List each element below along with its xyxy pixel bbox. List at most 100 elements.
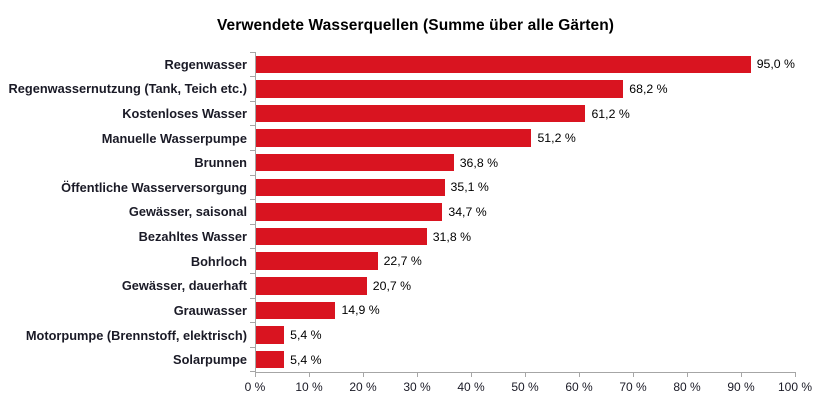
y-axis-tick xyxy=(250,371,255,373)
category-label: Manuelle Wasserpumpe xyxy=(101,130,247,146)
category-label: Gewässer, dauerhaft xyxy=(121,278,247,294)
value-label: 61,2 % xyxy=(591,106,630,121)
bar xyxy=(255,227,427,246)
y-axis-tick xyxy=(250,346,255,348)
bar xyxy=(255,350,285,369)
category-label: Solarpumpe xyxy=(173,352,247,368)
value-label: 5,4 % xyxy=(290,328,322,342)
bar-track: 95,0 % xyxy=(255,55,795,74)
value-label: 51,2 % xyxy=(537,131,576,146)
bar-row: Gewässer, dauerhaft 20,7 % xyxy=(0,273,810,298)
x-axis-tick xyxy=(255,372,256,377)
bar-track: 51,2 % xyxy=(255,129,795,147)
category-label: Brunnen xyxy=(194,155,247,171)
bar-track: 36,8 % xyxy=(255,153,795,172)
bar xyxy=(255,277,367,295)
category-label: Gewässer, saisonal xyxy=(128,204,247,220)
x-axis-tick xyxy=(525,372,526,377)
bar-track: 35,1 % xyxy=(255,178,795,197)
y-axis-tick xyxy=(250,174,255,176)
y-axis-tick xyxy=(250,100,255,102)
y-axis-tick xyxy=(250,76,255,78)
bar-track: 68,2 % xyxy=(255,80,795,98)
y-axis-tick xyxy=(250,199,255,201)
category-label: Regenwasser xyxy=(164,56,247,72)
x-axis-tick xyxy=(363,372,364,377)
x-axis-tick-label: 50 % xyxy=(511,380,539,394)
y-axis-tick xyxy=(250,223,255,225)
x-axis-tick xyxy=(687,372,688,377)
category-label: Öffentliche Wasserversorgung xyxy=(61,179,247,195)
y-axis-tick xyxy=(250,273,255,275)
value-label: 22,7 % xyxy=(383,254,422,269)
x-axis-tick-label: 30 % xyxy=(403,380,431,394)
bar-row: Kostenloses Wasser 61,2 % xyxy=(0,101,810,126)
y-axis-tick xyxy=(250,322,255,324)
category-label: Kostenloses Wasser xyxy=(122,106,247,122)
y-axis-tick xyxy=(250,149,255,151)
bar xyxy=(255,178,445,197)
category-label: Grauwasser xyxy=(173,302,247,318)
x-axis-tick-label: 100 % xyxy=(777,380,813,394)
x-axis-tick xyxy=(795,372,796,377)
bar xyxy=(255,326,285,344)
bar-row: Manuelle Wasserpumpe 51,2 % xyxy=(0,126,810,151)
bar-row: Gewässer, saisonal 34,7 % xyxy=(0,200,810,225)
bar-row: Solarpumpe 5,4 % xyxy=(0,347,810,372)
bar-row: Bohrloch 22,7 % xyxy=(0,249,810,274)
category-label: Bezahltes Wasser xyxy=(138,229,247,245)
y-axis-tick xyxy=(250,51,255,53)
bar xyxy=(255,80,624,98)
bar-row: Regenwassernutzung (Tank, Teich etc.) 68,… xyxy=(0,77,810,102)
x-axis-tick-label: 20 % xyxy=(349,380,377,394)
x-axis-tick xyxy=(471,372,472,377)
value-label: 31,8 % xyxy=(432,229,472,244)
bar-track: 34,7 % xyxy=(255,203,795,221)
value-label: 68,2 % xyxy=(629,81,668,96)
y-axis-line xyxy=(255,52,256,372)
bar xyxy=(255,104,586,123)
bar-rows: Regenwasser 95,0 % Regenwassernutzung (Tan… xyxy=(0,52,810,372)
value-label: 95,0 % xyxy=(756,57,795,72)
value-label: 20,7 % xyxy=(372,278,412,293)
bar-row: Regenwasser 95,0 % xyxy=(0,52,810,77)
bar xyxy=(255,55,751,74)
x-axis-tick-label: 70 % xyxy=(619,380,647,394)
bar-row: Motorpumpe (Brennstoff, elektrisch) 5,4 % xyxy=(0,323,810,348)
x-axis-tick-label: 10 % xyxy=(295,380,323,394)
bar-row: Grauwasser 14,9 % xyxy=(0,298,810,323)
bar xyxy=(255,301,336,320)
x-axis-tick xyxy=(741,372,742,377)
x-axis-tick-label: 40 % xyxy=(457,380,485,394)
category-label: Regenwassernutzung (Tank, Teich etc.) xyxy=(8,81,247,97)
x-axis-tick-label: 60 % xyxy=(565,380,593,394)
x-axis-tick-label: 90 % xyxy=(727,380,755,394)
x-axis-tick xyxy=(309,372,310,377)
bar-row: Brunnen 36,8 % xyxy=(0,150,810,175)
category-label: Motorpumpe (Brennstoff, elektrisch) xyxy=(25,327,247,343)
bar xyxy=(255,129,532,147)
bar xyxy=(255,153,454,172)
category-label: Bohrloch xyxy=(190,253,247,269)
bar-track: 31,8 % xyxy=(255,227,795,246)
value-label: 14,9 % xyxy=(341,303,380,318)
y-axis-tick xyxy=(250,248,255,250)
bar-track: 22,7 % xyxy=(255,252,795,270)
value-label: 36,8 % xyxy=(459,155,499,170)
x-axis-tick-label: 80 % xyxy=(673,380,701,394)
value-label: 34,7 % xyxy=(448,204,487,219)
bar-row: Bezahltes Wasser 31,8 % xyxy=(0,224,810,249)
value-label: 35,1 % xyxy=(450,180,489,195)
bar xyxy=(255,203,443,221)
chart-title: Verwendete Wasserquellen (Summe über all… xyxy=(216,17,615,34)
x-axis-tick-label: 0 % xyxy=(244,380,266,394)
value-label: 5,4 % xyxy=(290,352,322,367)
bar-row: Öffentliche Wasserversorgung 35,1 % xyxy=(0,175,810,200)
bar-track: 20,7 % xyxy=(255,277,795,295)
bar-track: 14,9 % xyxy=(255,301,795,320)
bar-track: 5,4 % xyxy=(255,326,795,344)
x-axis-tick xyxy=(417,372,418,377)
bar-track: 5,4 % xyxy=(255,350,795,369)
bar-track: 61,2 % xyxy=(255,104,795,123)
